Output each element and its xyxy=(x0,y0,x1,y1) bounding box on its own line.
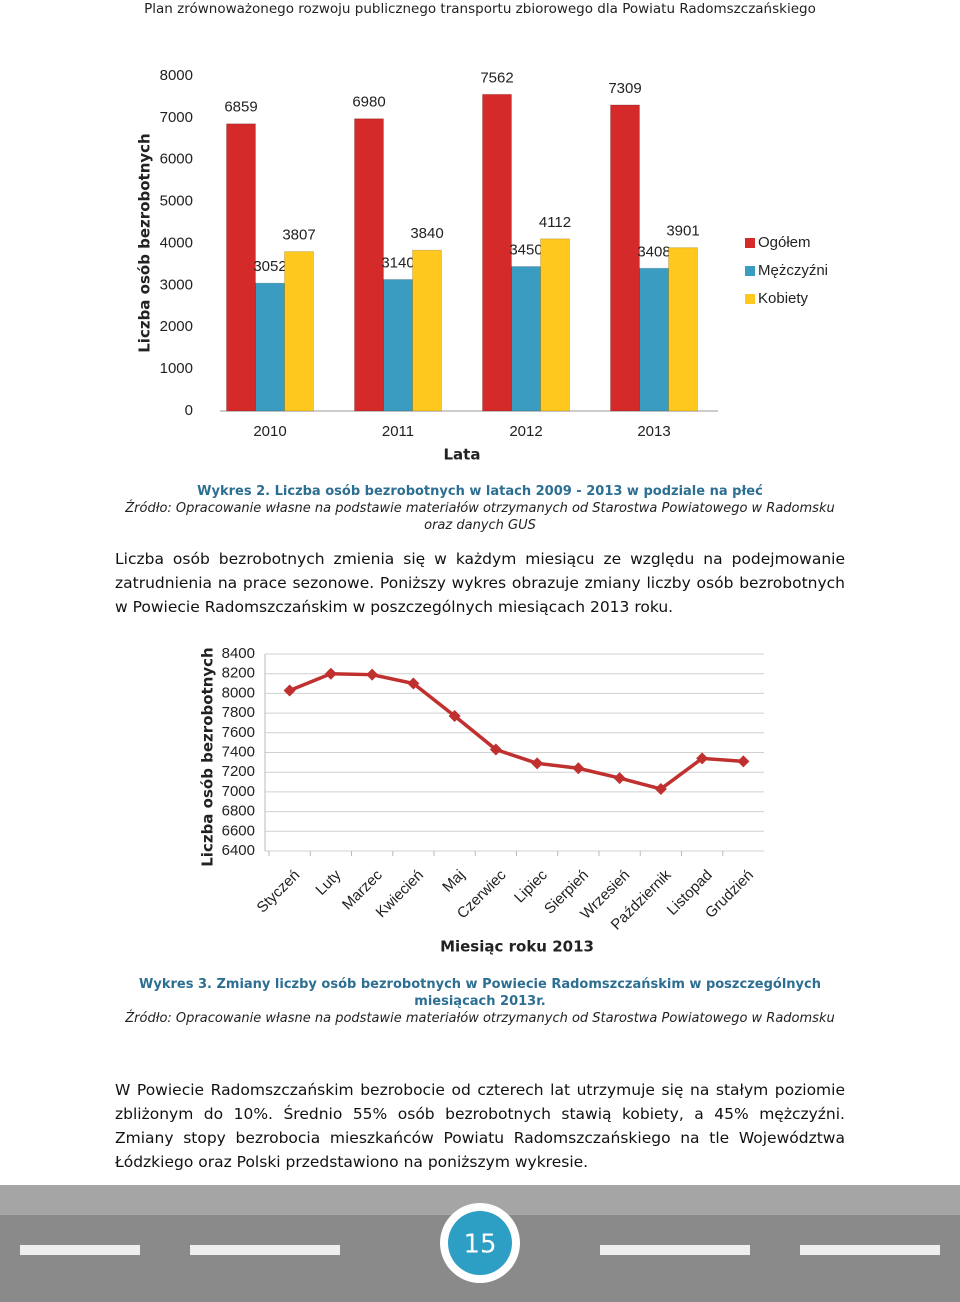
y-tick-label: 7200 xyxy=(222,763,255,780)
bar xyxy=(226,123,256,412)
bar xyxy=(668,247,698,412)
value-label: 3901 xyxy=(666,223,699,240)
bar xyxy=(354,118,384,412)
road-marks xyxy=(20,1245,940,1255)
point-marker xyxy=(613,772,626,785)
y-axis-title: Liczba osób bezrobotnych xyxy=(199,647,217,867)
bar xyxy=(412,249,442,412)
page-number: 15 xyxy=(463,1230,496,1260)
value-label: 3140 xyxy=(381,254,414,271)
value-label: 6859 xyxy=(224,99,257,116)
y-tick-label: 6600 xyxy=(222,822,255,839)
legend-label: Ogółem xyxy=(758,234,811,251)
y-tick-label: 7000 xyxy=(222,783,255,800)
x-tick-label: 2012 xyxy=(509,423,542,440)
caption-title: Wykres 3. Zmiany liczby osób bezrobotnyc… xyxy=(139,977,821,1009)
caption: Wykres 3. Zmiany liczby osób bezrobotnyc… xyxy=(120,976,840,1027)
y-tick-label: 4000 xyxy=(160,234,193,251)
caption: Wykres 2. Liczba osób bezrobotnych w lat… xyxy=(120,483,840,534)
y-tick-label: 6800 xyxy=(222,803,255,820)
point-marker xyxy=(654,782,667,795)
value-label: 3408 xyxy=(637,243,670,260)
y-tick-label: 2000 xyxy=(160,318,193,335)
value-label: 4112 xyxy=(539,214,571,231)
y-tick-label: 7600 xyxy=(222,724,255,741)
point-marker xyxy=(407,677,420,690)
point-marker xyxy=(283,684,296,697)
legend-swatch xyxy=(745,294,755,304)
y-tick-label: 0 xyxy=(185,402,193,419)
bar xyxy=(482,93,512,412)
y-tick-label: 6400 xyxy=(222,842,255,859)
point-marker xyxy=(737,755,750,768)
y-tick-label: 8200 xyxy=(222,665,255,682)
value-label: 6980 xyxy=(352,94,385,111)
line-chart: 6400 6600 6800 7000 7200 7400 7600 7800 8000 8200… xyxy=(199,645,764,956)
y-tick-label: 7800 xyxy=(222,704,255,721)
x-tick-label: 2011 xyxy=(382,423,414,440)
bar xyxy=(540,238,570,412)
point-marker xyxy=(572,762,585,775)
paragraph: W Powiecie Radomszczańskim bezrobocie od… xyxy=(115,1081,845,1171)
point-marker xyxy=(366,668,379,681)
page-header: Plan zrównoważonego rozwoju publicznego … xyxy=(144,1,816,17)
bar xyxy=(610,104,640,412)
point-marker xyxy=(324,667,337,680)
paragraph: Liczba osób bezrobotnych zmienia się w k… xyxy=(115,550,845,616)
x-tick-label: 2013 xyxy=(637,423,670,440)
legend-label: Kobiety xyxy=(758,290,809,307)
y-tick-label: 7400 xyxy=(222,743,255,760)
point-marker xyxy=(489,743,502,756)
bar xyxy=(511,266,541,412)
bar xyxy=(383,279,413,412)
x-axis-title: Miesiąc roku 2013 xyxy=(440,938,594,956)
caption-source: Źródło: Opracowanie własne na podstawie … xyxy=(125,501,835,533)
y-tick-label: 8000 xyxy=(222,684,255,701)
y-tick-label: 8400 xyxy=(222,645,255,662)
value-label: 7309 xyxy=(608,80,641,97)
y-tick-label: 8000 xyxy=(160,67,193,84)
value-label: 7562 xyxy=(480,69,513,86)
caption-source: Źródło: Opracowanie własne na podstawie … xyxy=(125,1011,835,1026)
x-tick-label: 2010 xyxy=(253,423,286,440)
point-marker xyxy=(696,752,709,765)
caption-title: Wykres 2. Liczba osób bezrobotnych w lat… xyxy=(197,484,763,499)
bar-chart: 0 1000 2000 3000 4000 5000 6000 7000 8000 2010 685… xyxy=(136,67,829,464)
value-label: 3450 xyxy=(509,242,542,259)
y-tick-label: 1000 xyxy=(160,360,193,377)
legend-swatch xyxy=(745,238,755,248)
y-tick-label: 5000 xyxy=(160,193,193,210)
point-marker xyxy=(448,710,461,723)
y-tick-label: 7000 xyxy=(160,109,193,126)
legend-label: Mężczyźni xyxy=(758,262,828,279)
y-axis-title: Liczba osób bezrobotnych xyxy=(136,133,154,353)
bar xyxy=(639,267,669,412)
bar xyxy=(255,282,285,412)
x-axis-title: Lata xyxy=(444,446,481,464)
page-number-disc xyxy=(448,1211,512,1275)
line xyxy=(288,671,744,791)
legend-swatch xyxy=(745,266,755,276)
bar xyxy=(284,251,314,412)
y-tick-label: 3000 xyxy=(160,276,193,293)
value-label: 3807 xyxy=(282,227,315,244)
value-label: 3052 xyxy=(253,258,286,275)
y-tick-label: 6000 xyxy=(160,151,193,168)
point-marker xyxy=(531,757,544,770)
value-label: 3840 xyxy=(410,225,443,242)
